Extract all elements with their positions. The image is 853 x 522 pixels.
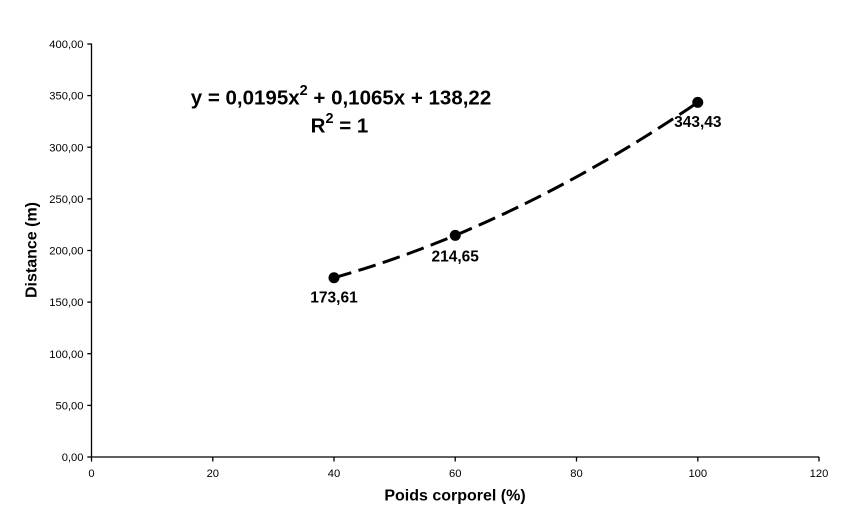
svg-text:y = 0,0195x2 + 0,1065x + 138,2: y = 0,0195x2 + 0,1065x + 138,22 [191,83,491,110]
svg-text:200,00: 200,00 [49,246,83,258]
svg-text:400,00: 400,00 [49,39,83,51]
svg-text:Poids corporel (%): Poids corporel (%) [384,488,525,505]
svg-text:60: 60 [449,468,461,480]
svg-text:50,00: 50,00 [56,401,84,413]
svg-text:300,00: 300,00 [49,142,83,154]
svg-text:250,00: 250,00 [49,194,83,206]
svg-text:214,65: 214,65 [431,248,479,265]
svg-text:0: 0 [88,468,94,480]
svg-text:120: 120 [810,468,829,480]
svg-text:20: 20 [207,468,219,480]
svg-text:343,43: 343,43 [674,114,722,131]
svg-text:80: 80 [570,468,582,480]
svg-text:100: 100 [688,468,707,480]
svg-text:350,00: 350,00 [49,91,83,103]
svg-text:Distance (m): Distance (m) [24,202,41,298]
svg-text:40: 40 [328,468,340,480]
svg-text:150,00: 150,00 [49,297,83,309]
svg-text:0,00: 0,00 [62,452,84,464]
svg-text:173,61: 173,61 [310,289,358,306]
svg-text:100,00: 100,00 [49,349,83,361]
svg-text:R2 = 1: R2 = 1 [311,111,369,138]
